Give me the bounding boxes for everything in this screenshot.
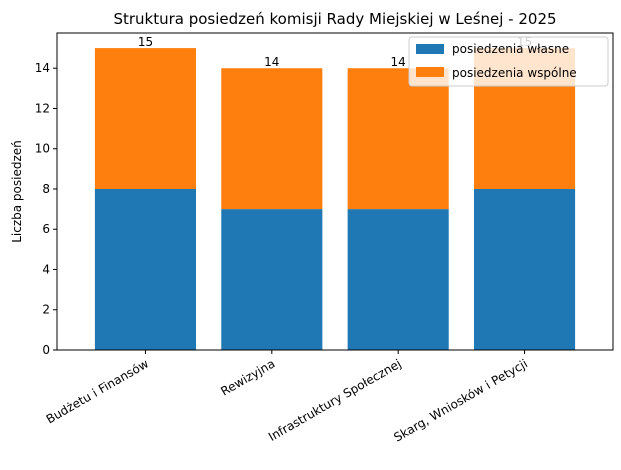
bars-layer (94, 48, 576, 350)
bar-own-0 (94, 188, 196, 350)
x-tick-label-1: Rewizyjna (218, 356, 277, 398)
x-tick-label-2: Infrastruktury Społecznej (266, 356, 404, 444)
y-tick-label-2: 4 (42, 262, 50, 276)
bar-joint-1 (221, 68, 323, 210)
y-axis-label: Liczba posiedzeń (10, 140, 24, 243)
bar-own-2 (347, 209, 449, 350)
bar-joint-0 (94, 48, 196, 189)
y-tick-label-7: 14 (35, 61, 50, 75)
legend: posiedzenia własne posiedzenia wspólne (408, 36, 609, 87)
x-tick-label-0: Budżetu i Finansów (44, 356, 151, 426)
y-tick-label-0: 0 (42, 343, 50, 357)
bar-own-1 (221, 209, 323, 350)
legend-box (408, 36, 609, 87)
bar-joint-2 (347, 68, 449, 210)
legend-label-joint: posiedzenia wspólne (452, 66, 577, 80)
y-tick-label-6: 12 (35, 101, 50, 115)
y-axis: 0 2 4 6 8 10 12 14 (35, 61, 57, 357)
bar-total-label-0: 15 (138, 35, 153, 49)
y-tick-label-5: 10 (35, 142, 50, 156)
y-tick-label-4: 8 (42, 182, 50, 196)
bar-own-3 (474, 188, 576, 350)
plot-frame (56, 32, 614, 351)
x-tick-label-3: Skarg, Wniosków i Petycji (391, 356, 530, 444)
legend-swatch-joint (416, 67, 444, 77)
y-tick-label-1: 2 (42, 303, 50, 317)
y-tick-label-3: 6 (42, 222, 50, 236)
legend-swatch-own (416, 44, 444, 54)
x-axis: Budżetu i Finansów RewizyjnaInfrastruktur… (44, 350, 530, 445)
bar-total-label-1: 14 (264, 55, 279, 69)
bar-total-label-2: 14 (391, 55, 406, 69)
chart-title: Struktura posiedzeń komisji Rady Miejski… (113, 10, 556, 28)
legend-label-own: posiedzenia własne (452, 42, 569, 56)
